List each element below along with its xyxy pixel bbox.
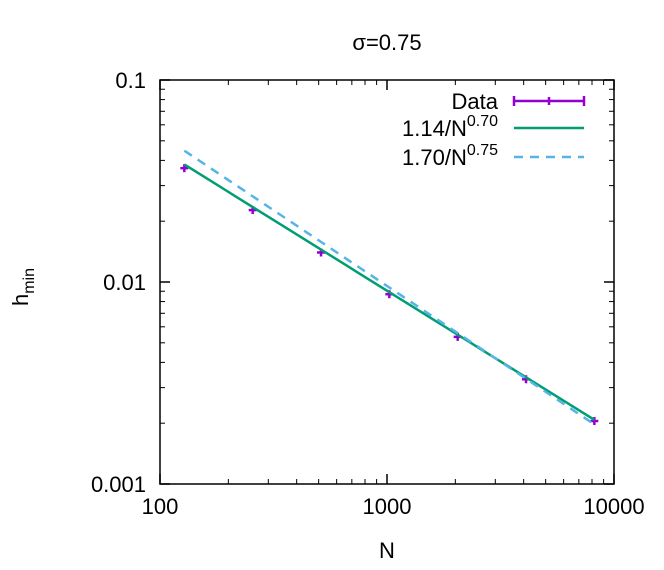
- y-tick-label: 0.01: [103, 270, 146, 295]
- fit-line-2: [183, 149, 596, 426]
- legend-label: 1.14/N0.70: [402, 113, 498, 141]
- y-axis-label-sub: min: [21, 268, 38, 294]
- legend-label-text: 1.14/N: [402, 116, 467, 141]
- axis-ticks: 100 1000 10000 0.001 0.01 0.1: [91, 68, 645, 519]
- fit-line-1: [183, 163, 596, 421]
- legend-label-text: Data: [452, 89, 499, 114]
- x-tick-label: 1000: [363, 494, 412, 519]
- chart-title: σ=0.75: [352, 30, 421, 55]
- legend-label-text: 1.70/N: [402, 145, 467, 170]
- legend-label-sup: 0.70: [467, 113, 498, 130]
- x-axis-label: N: [379, 538, 395, 563]
- legend-label: Data: [452, 89, 499, 114]
- x-tick-label: 10000: [583, 494, 644, 519]
- legend-label-sup: 0.75: [467, 142, 498, 159]
- x-tick-label: 100: [142, 494, 179, 519]
- plot-marks: [180, 149, 599, 426]
- plot-frame: [159, 79, 615, 485]
- legend-label: 1.70/N0.75: [402, 142, 498, 170]
- y-tick-label: 0.1: [115, 68, 146, 93]
- y-axis-label: hmin: [8, 268, 38, 306]
- y-tick-label: 0.001: [91, 472, 146, 497]
- y-axis-label-main: h: [8, 294, 33, 306]
